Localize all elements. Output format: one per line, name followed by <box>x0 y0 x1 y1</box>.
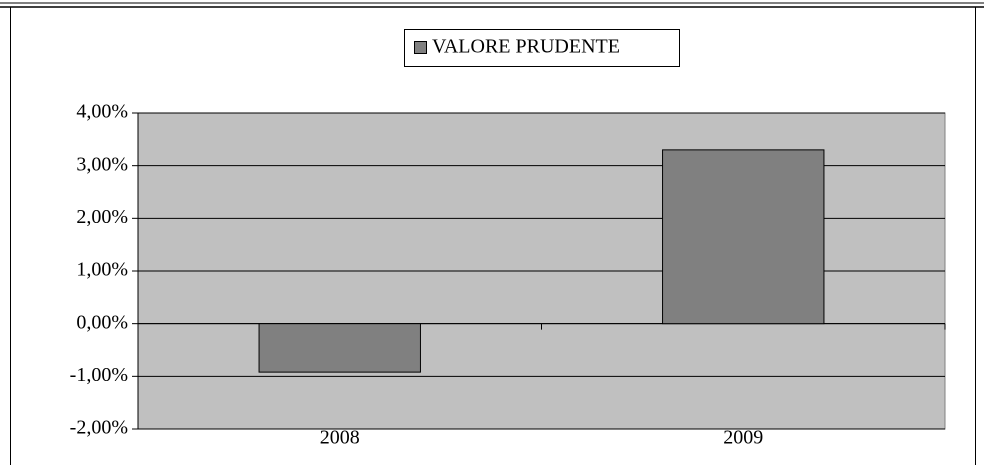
y-tick-label: 2,00% <box>76 206 128 228</box>
y-tick-label: 0,00% <box>76 311 128 333</box>
y-tick-label: 4,00% <box>76 101 128 123</box>
x-tick-label: 2009 <box>723 427 763 449</box>
y-tick-label: 1,00% <box>76 259 128 281</box>
legend-box <box>404 29 680 67</box>
x-tick-label: 2008 <box>320 427 360 449</box>
legend: VALORE PRUDENTE <box>404 29 680 67</box>
legend-label: VALORE PRUDENTE <box>432 36 620 58</box>
bar <box>258 323 421 373</box>
y-tick-label: -2,00% <box>70 417 128 439</box>
y-tick-label: 3,00% <box>76 153 128 175</box>
y-tick-label: -1,00% <box>70 364 128 386</box>
legend-swatch <box>414 41 427 54</box>
bar <box>662 149 825 325</box>
